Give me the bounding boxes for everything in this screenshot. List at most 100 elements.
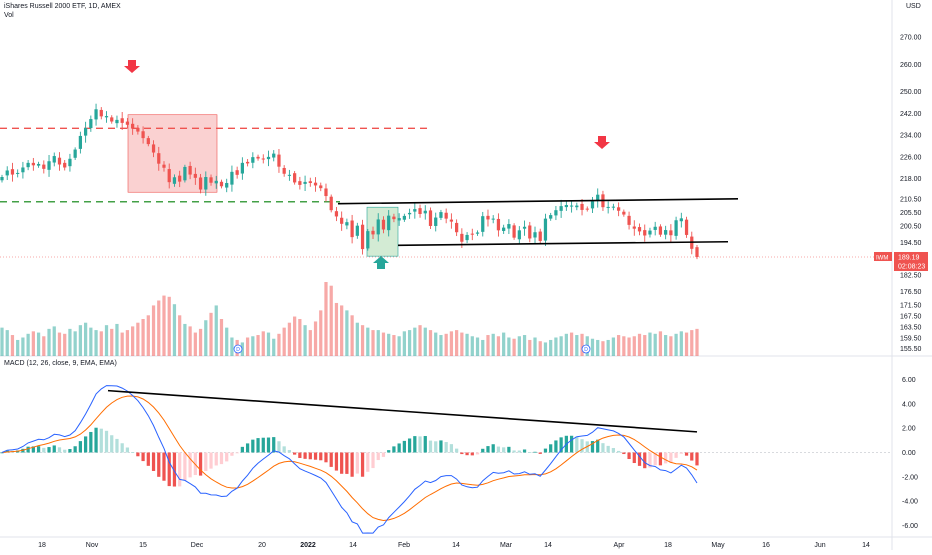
red-down-arrow	[594, 136, 610, 149]
volume-bar	[110, 328, 114, 356]
volume-bar	[183, 323, 187, 356]
macd-histogram-bar	[596, 439, 600, 453]
dividend-marker[interactable]	[233, 344, 243, 354]
candle-body	[392, 216, 396, 220]
volume-bar	[324, 282, 328, 356]
volume-bar	[42, 336, 46, 356]
volume-bar	[502, 332, 506, 356]
volume-bar	[115, 323, 119, 356]
candle-body	[334, 211, 339, 217]
candle-body	[141, 131, 145, 139]
candle-body	[261, 158, 265, 160]
macd-histogram-bar	[538, 452, 542, 454]
candle-body	[481, 216, 485, 232]
macd-histogram-bar	[664, 452, 668, 464]
candle-body	[42, 164, 46, 169]
macd-divergence-trendline	[107, 389, 698, 433]
candle-body	[209, 177, 213, 183]
candle-body	[684, 219, 689, 235]
macd-axis-tick: -2.00	[902, 474, 918, 481]
macd-histogram-bar	[528, 452, 532, 453]
candle-body	[407, 212, 412, 215]
volume-bar	[559, 336, 563, 356]
volume-bar	[569, 332, 574, 356]
macd-histogram-bar	[559, 437, 563, 453]
volume-bar	[418, 325, 422, 356]
macd-histogram-bar	[261, 437, 265, 453]
candle-body	[528, 225, 532, 239]
macd-histogram-bar	[78, 441, 83, 453]
macd-axis-tick: 6.00	[902, 377, 916, 384]
candle-body	[83, 128, 88, 136]
volume-bar	[366, 327, 370, 356]
macd-histogram-bar	[120, 443, 124, 453]
macd-histogram-bar	[52, 445, 56, 453]
price-axis-tick: 234.00	[900, 133, 922, 140]
volume-bar	[52, 326, 56, 356]
symbol-tag-label: IWM	[876, 255, 888, 261]
candle-body	[554, 210, 558, 216]
macd-histogram-bar	[387, 450, 391, 453]
candle-body	[575, 205, 579, 208]
volume-bar	[10, 335, 15, 356]
candle-body	[543, 218, 548, 241]
dividend-marker-letter: D	[584, 347, 588, 353]
candle-body	[57, 157, 62, 165]
volume-bar	[684, 332, 689, 356]
channel-upper-trendline	[337, 197, 739, 205]
macd-histogram-bar	[439, 440, 443, 453]
candle-body	[486, 215, 490, 220]
candle-body	[616, 207, 621, 211]
volume-bar	[251, 336, 255, 356]
volume-bar	[517, 336, 521, 356]
macd-histogram-bar	[183, 452, 187, 481]
candle-body	[266, 156, 271, 160]
dividend-marker[interactable]	[581, 344, 591, 354]
candle-body	[470, 233, 474, 235]
volume-bar	[695, 328, 699, 356]
volume-bar	[0, 327, 4, 356]
candle-body	[366, 231, 370, 249]
macd-histogram-bar	[658, 452, 663, 466]
candle-body	[350, 220, 354, 238]
candle-body	[157, 153, 161, 164]
price-axis-tick: 159.50	[900, 335, 922, 342]
macd-histogram-bar	[428, 440, 433, 453]
candle-body	[10, 169, 15, 175]
macd-histogram-bar	[162, 452, 166, 481]
macd-histogram-bar	[481, 448, 485, 453]
macd-histogram-bar	[47, 447, 51, 453]
volume-bar	[214, 305, 218, 356]
macd-histogram-bar	[240, 446, 244, 453]
volume-bar	[141, 319, 145, 356]
price-axis-tick: 163.50	[900, 324, 922, 331]
macd-histogram-bar	[643, 452, 647, 469]
currency-label: USD	[906, 3, 921, 10]
time-axis-tick: Mar	[500, 542, 513, 549]
price-axis-tick: 200.50	[900, 224, 922, 231]
macd-histogram-bar	[282, 446, 286, 453]
macd-histogram-bar	[272, 437, 276, 453]
candle-body	[418, 208, 422, 214]
volume-bar	[319, 310, 323, 356]
macd-histogram-bar	[214, 452, 218, 466]
volume-bar	[616, 335, 621, 356]
price-axis-tick: 226.00	[900, 154, 922, 161]
candle-body	[193, 173, 197, 178]
price-axis-tick: 270.00	[900, 35, 922, 42]
volume-bar	[455, 330, 459, 356]
candle-body	[376, 219, 380, 235]
macd-histogram-bar	[653, 452, 657, 466]
volume-bar	[470, 336, 474, 356]
macd-histogram-bar	[533, 451, 537, 453]
candle-body	[455, 222, 459, 233]
macd-histogram-bar	[83, 436, 88, 453]
time-axis-tick: 14	[452, 542, 460, 549]
macd-histogram-bar	[209, 452, 213, 469]
macd-histogram-bar	[392, 446, 396, 453]
volume-bar	[277, 333, 281, 356]
volume-bar	[434, 332, 438, 356]
candle-body	[444, 212, 448, 219]
